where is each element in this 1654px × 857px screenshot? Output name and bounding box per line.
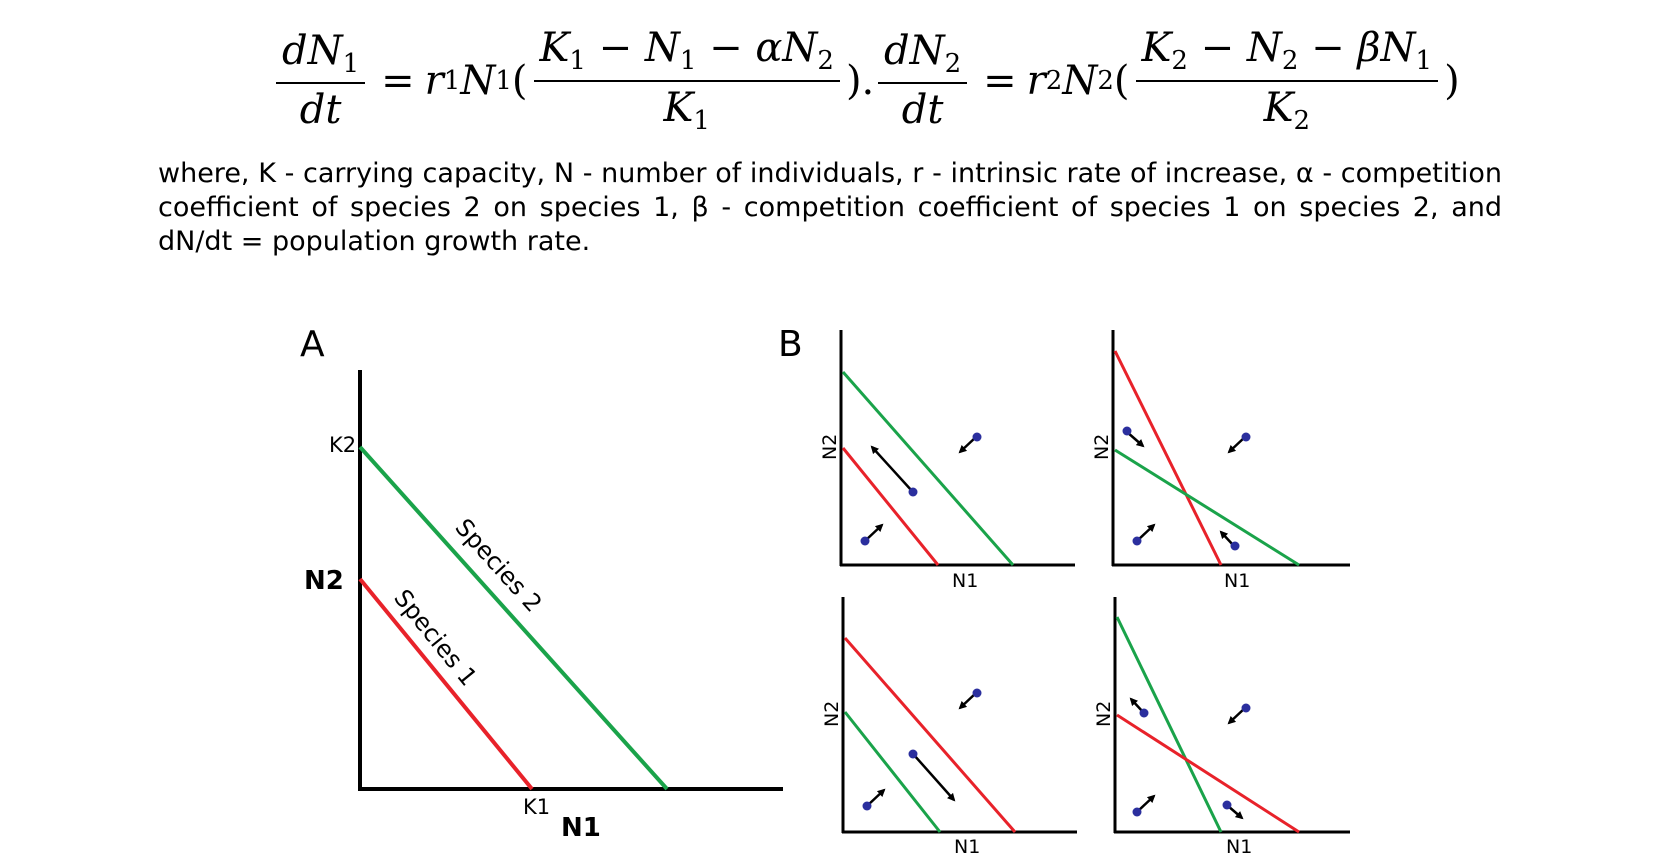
subplot-tl-species-1-isocline: [841, 447, 940, 566]
panel-a-x-axis-label: N1: [561, 813, 601, 843]
eq1-num-n-sub: 1: [679, 46, 697, 76]
subplot-tr-species-2-isocline: [1114, 448, 1300, 567]
eq2-equals: =: [983, 57, 1017, 104]
subplot-tl-start-point: [972, 432, 982, 442]
subplot-tr-x-axis-label: N1: [1224, 570, 1250, 592]
subplot-tl-start-point: [908, 487, 918, 497]
subplot-bl-trajectory-arrow: [913, 754, 956, 802]
subplot-bl-y-axis-label: N2: [821, 701, 843, 727]
eq1-n: N: [460, 57, 496, 104]
species-1-isocline: [358, 577, 534, 791]
subplot-bl-start-point: [862, 801, 872, 811]
panel-b-subplot-top-right: N1 N2: [1091, 330, 1350, 592]
eq1-lhs-num: dN: [282, 27, 343, 74]
subplot-tr-start-point: [1241, 432, 1251, 442]
species-2-isocline: [358, 445, 669, 791]
eq1-lhs-fraction: dN1 dt: [276, 27, 366, 134]
eq1-num-alpha-n: − αN: [696, 25, 818, 71]
subplot-tr-start-point: [1122, 426, 1132, 436]
panel-b-subplot-top-left: N1 N2: [819, 330, 1075, 592]
equation-description: where, K - carrying capacity, N - number…: [158, 158, 1502, 257]
subplot-tl-trajectory-arrow: [865, 523, 884, 541]
eq2-lhs-num: dN: [884, 27, 945, 74]
panel-a: A K2 K1 N2 N1 Species 2 Species 1: [300, 324, 783, 843]
eq1-r-sub: 1: [443, 65, 461, 96]
subplot-bl-species-1-isocline: [843, 637, 1017, 833]
subplot-tl-x-axis-label: N1: [952, 570, 978, 592]
eq1-num-n: − N: [585, 25, 680, 71]
eq2-close-paren: ): [1444, 57, 1460, 104]
eq2-n-sub: 2: [1097, 65, 1114, 96]
eq2-rhs-fraction: K2 − N2 − βN1 K2: [1135, 25, 1439, 136]
eq1-rhs-fraction: K1 − N1 − αN2 K1: [533, 25, 840, 136]
k1-label: K1: [523, 795, 550, 819]
subplot-tr-start-point: [1230, 541, 1240, 551]
k2-label: K2: [329, 433, 356, 457]
eq1-close-paren: ).: [845, 57, 875, 104]
eq2-lhs-den: dt: [901, 87, 944, 134]
eq1-equals: =: [381, 57, 415, 104]
panel-a-y-axis-label: N2: [304, 566, 344, 596]
eq1-num-k-sub: 1: [569, 46, 586, 76]
subplot-br-y-axis-label: N2: [1093, 701, 1115, 727]
eq1-num-alpha-n-sub: 2: [817, 46, 834, 76]
eq2-lhs-fraction: dN2 dt: [878, 27, 968, 134]
subplot-br-start-point: [1222, 800, 1232, 810]
subplot-br-start-point: [1241, 703, 1251, 713]
eq1-r: r: [424, 57, 444, 104]
eq2-num-k-sub: 2: [1171, 46, 1188, 76]
panel-b-subplot-bottom-left: N1 N2: [821, 597, 1077, 857]
eq2-num-beta-n-sub: 1: [1415, 46, 1433, 76]
eq1-lhs-num-sub: 1: [342, 48, 360, 79]
eq2-r-sub: 2: [1045, 65, 1063, 96]
eq1-n-sub: 1: [495, 65, 512, 96]
subplot-tr-species-1-isocline: [1113, 350, 1223, 566]
species-1-label: Species 1: [388, 584, 482, 691]
subplot-br-species-1-isocline: [1116, 713, 1300, 834]
eq2-num-n-sub: 2: [1281, 46, 1299, 76]
subplot-tl-y-axis-label: N2: [819, 434, 841, 460]
eq2-den-k-sub: 2: [1293, 105, 1310, 136]
subplot-br-start-point: [1132, 807, 1142, 817]
eq1-num-k: K: [539, 25, 570, 71]
eq2-open-paren: (: [1113, 57, 1130, 104]
panel-b-subplot-bottom-right: N1 N2: [1093, 597, 1350, 857]
eq2-num-n: − N: [1187, 25, 1282, 71]
eq1-den-k-sub: 1: [693, 105, 710, 136]
subplot-br-trajectory-arrow: [1137, 794, 1156, 812]
eq2-lhs-num-sub: 2: [944, 48, 962, 79]
subplot-tr-trajectory-arrow: [1137, 523, 1156, 541]
eq1-lhs-den: dt: [299, 87, 342, 134]
eq2-num-k: K: [1141, 25, 1172, 71]
eq1-den-k: K: [663, 84, 694, 131]
panel-b: B N1 N2: [778, 324, 1350, 857]
eq1-open-paren: (: [511, 57, 528, 104]
panel-a-label: A: [300, 324, 325, 365]
subplot-bl-trajectory-arrow: [867, 788, 886, 806]
subplot-br-x-axis-label: N1: [1226, 836, 1252, 857]
eq2-den-k: K: [1263, 84, 1294, 131]
subplot-tr-start-point: [1132, 536, 1142, 546]
subplot-bl-x-axis-label: N1: [954, 836, 980, 857]
subplot-bl-start-point: [908, 749, 918, 759]
panel-b-label: B: [778, 324, 803, 365]
eq2-r: r: [1026, 57, 1046, 104]
eq2-n: N: [1062, 57, 1098, 104]
subplot-br-start-point: [1139, 708, 1149, 718]
subplot-tr-y-axis-label: N2: [1091, 434, 1113, 460]
subplot-tl-trajectory-arrow: [870, 445, 913, 492]
subplot-br-species-2-isocline: [1115, 616, 1223, 833]
subplot-tl-start-point: [860, 536, 870, 546]
eq2-num-beta-n: − βN: [1298, 25, 1416, 71]
subplot-bl-species-2-isocline: [843, 711, 942, 833]
subplot-tl-species-2-isocline: [841, 371, 1015, 566]
subplot-bl-start-point: [972, 688, 982, 698]
